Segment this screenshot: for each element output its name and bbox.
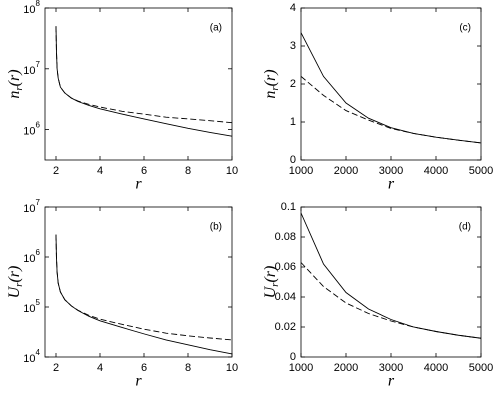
y-axis-label: nr(r) [6, 69, 25, 98]
tick-base: 10 [23, 203, 35, 215]
y-tick-label: 104 [23, 348, 40, 365]
x-tick-label: 3000 [379, 165, 403, 177]
x-tick-label: 10 [226, 165, 238, 177]
x-tick-label: 6 [141, 165, 147, 177]
x-axis-label: r [388, 176, 395, 193]
line-series [55, 234, 233, 341]
annotation: (c) [459, 23, 471, 34]
y-tick-label: 0 [290, 351, 296, 363]
line-series [55, 26, 233, 124]
x-tick-label: 10 [226, 362, 238, 374]
tick-exponent: 5 [36, 298, 41, 307]
y-tick-label: 107 [23, 60, 40, 77]
y-label-sub: r [13, 282, 25, 287]
line-series [300, 32, 482, 144]
y-tick-label: 0 [290, 154, 296, 166]
y-label-base: n [6, 91, 23, 99]
x-tick-label: 2000 [334, 165, 358, 177]
y-tick-label: 0.04 [275, 291, 296, 303]
x-axis-label: r [135, 373, 142, 390]
y-label-tail: (r) [6, 266, 23, 283]
y-tick-label: 0.1 [281, 201, 296, 213]
x-tick-label: 4000 [424, 362, 448, 374]
y-label-sub: r [269, 86, 281, 91]
y-tick-label: 0.02 [275, 321, 296, 333]
x-tick-label: 8 [185, 362, 191, 374]
y-tick-label: 1 [290, 116, 296, 128]
tick-base: 10 [23, 353, 35, 365]
y-label-tail: (r) [6, 69, 23, 86]
y-label-tail: (r) [262, 266, 279, 283]
x-tick-label: 4000 [424, 165, 448, 177]
y-label-sub: r [269, 282, 281, 287]
x-tick-label: 3000 [379, 362, 403, 374]
y-tick-label: 0.08 [275, 231, 296, 243]
x-tick-label: 5000 [469, 362, 493, 374]
y-tick-label: 106 [23, 121, 40, 138]
x-tick-label: 2 [53, 165, 59, 177]
x-tick-label: 5000 [469, 165, 493, 177]
y-tick-label: 3 [290, 40, 296, 52]
tick-exponent: 7 [36, 198, 41, 207]
axes-box [300, 7, 482, 161]
tick-exponent: 6 [36, 248, 41, 257]
x-tick-label: 2 [53, 362, 59, 374]
x-tick-label: 6 [141, 362, 147, 374]
y-axis-label: nr(r) [262, 69, 281, 98]
line-series [300, 262, 482, 339]
subplot: 1000 2000 3000 4000 5000 0 0.02 0.04 0.06 0.08 0.1… [262, 201, 494, 390]
y-tick-label: 105 [23, 298, 40, 315]
x-tick-label: 2000 [334, 362, 358, 374]
y-axis-label: Ur(r) [262, 266, 281, 299]
y-axis-label: Ur(r) [6, 266, 25, 299]
y-tick-label: 107 [23, 198, 40, 215]
line-series [300, 212, 482, 339]
y-label-base: U [262, 285, 279, 298]
annotation: (b) [210, 222, 222, 233]
tick-exponent: 4 [36, 348, 41, 357]
annotation: (d) [459, 222, 471, 233]
tick-base: 10 [23, 65, 35, 77]
x-tick-label: 1000 [289, 362, 313, 374]
y-tick-label: 2 [290, 78, 296, 90]
annotation: (a) [210, 23, 222, 34]
x-tick-label: 8 [185, 165, 191, 177]
axes-box [44, 206, 233, 358]
line-series [55, 234, 233, 355]
tick-exponent: 7 [36, 60, 41, 69]
x-axis-label: r [135, 176, 142, 193]
x-tick-label: 1000 [289, 165, 313, 177]
y-label-base: n [262, 91, 279, 99]
tick-exponent: 6 [36, 121, 41, 130]
tick-exponent: 8 [36, 0, 41, 8]
x-axis-label: r [388, 373, 395, 390]
y-label-tail: (r) [262, 69, 279, 86]
y-tick-label: 4 [290, 2, 296, 14]
y-label-base: U [6, 285, 23, 298]
y-label-sub: r [13, 86, 25, 91]
x-tick-label: 4 [97, 362, 103, 374]
axes-box [44, 7, 233, 161]
line-series [55, 26, 233, 137]
y-tick-label: 0.06 [275, 261, 296, 273]
line-series [300, 76, 482, 144]
tick-base: 10 [23, 303, 35, 315]
y-tick-label: 108 [23, 0, 40, 16]
tick-base: 10 [23, 4, 35, 16]
y-tick-label: 106 [23, 248, 40, 265]
x-tick-label: 4 [97, 165, 103, 177]
tick-base: 10 [23, 126, 35, 138]
tick-base: 10 [23, 253, 35, 265]
